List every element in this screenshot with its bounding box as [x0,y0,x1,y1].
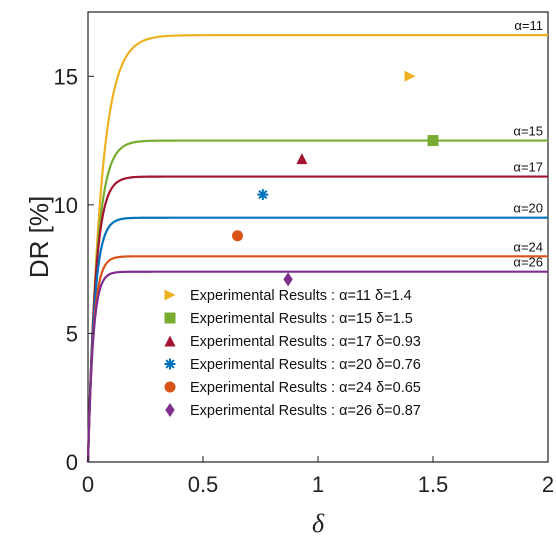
experimental-point-3 [257,189,269,201]
x-tick-label-2: 1 [312,472,324,497]
experimental-point-5 [283,272,293,287]
x-tick-label-1: 0.5 [188,472,219,497]
curve-1 [86,139,548,463]
curve-label-4: α=24 [513,239,543,254]
y-axis-title: DR [%] [24,196,54,278]
legend-marker-4 [164,381,176,393]
legend-marker-3 [164,358,176,370]
y-tick-label-3: 15 [54,64,78,89]
legend-marker-2 [164,335,176,347]
y-tick-label-1: 5 [66,321,78,346]
curve-label-2: α=17 [513,160,543,175]
curve-label-1: α=15 [513,124,543,139]
legend-label-2: Experimental Results : α=17 δ=0.93 [190,334,421,350]
experimental-point-1 [427,135,439,147]
legend-label-4: Experimental Results : α=24 δ=0.65 [190,380,421,396]
legend-marker-5 [165,403,175,417]
experimental-point-4 [232,230,243,242]
curve-label-3: α=20 [513,201,543,216]
curve-4 [86,255,548,463]
x-tick-label-0: 0 [82,472,94,497]
legend-label-0: Experimental Results : α=11 δ=1.4 [190,288,412,304]
legend: Experimental Results : α=11 δ=1.4 Experim… [164,288,421,419]
legend-marker-0 [164,289,176,301]
x-tick-label-4: 2 [542,472,554,497]
x-axis-title: δ [312,509,325,538]
legend-label-5: Experimental Results : α=26 δ=0.87 [190,403,421,419]
curve-label-5: α=26 [513,255,543,270]
legend-label-3: Experimental Results : α=20 δ=0.76 [190,357,421,373]
y-tick-label-2: 10 [54,193,78,218]
curve-3 [86,216,548,463]
curve-label-0: α=11 [514,18,543,33]
experimental-point-0 [404,70,416,82]
experimental-point-2 [296,153,308,165]
curve-5 [86,270,548,463]
curve-2 [86,175,548,463]
legend-label-1: Experimental Results : α=15 δ=1.5 [190,311,413,327]
x-tick-label-3: 1.5 [418,472,449,497]
y-tick-label-0: 0 [66,450,78,475]
curve-0 [86,34,548,463]
legend-marker-1 [164,312,176,324]
